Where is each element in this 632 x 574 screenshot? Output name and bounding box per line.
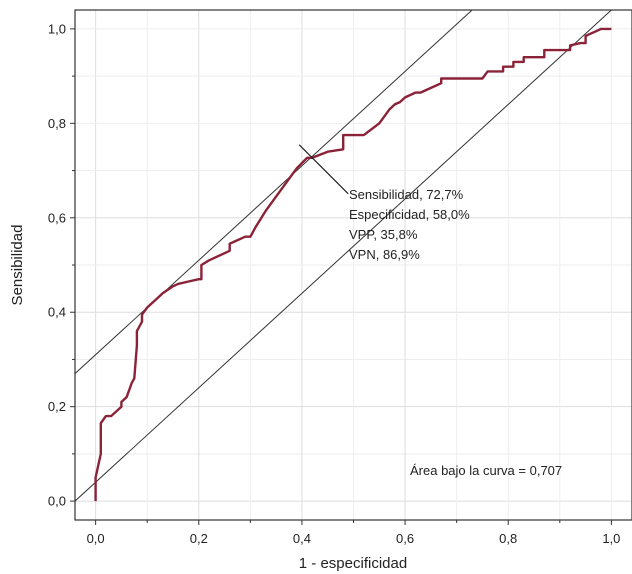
reference-line <box>75 10 613 502</box>
x-tick-label: 0,6 <box>396 531 414 546</box>
cutoff-sensitivity-label: Sensibilidad, 72,7% <box>349 187 464 202</box>
cutoff-marker-line <box>298 144 349 195</box>
roc-curve <box>94 27 612 502</box>
y-tick-label: 0,0 <box>48 494 66 509</box>
y-axis-title: Sensibilidad <box>9 225 26 306</box>
auc-label: Área bajo la curva = 0,707 <box>410 463 562 478</box>
x-tick-label: 0,4 <box>293 531 311 546</box>
cutoff-specificity-label: Especificidad, 58,0% <box>349 207 470 222</box>
cutoff-vpn-label: VPN, 86,9% <box>349 247 420 262</box>
y-tick-label: 1,0 <box>48 21 66 36</box>
y-tick-label: 0,8 <box>48 116 66 131</box>
reference-line <box>75 10 473 374</box>
series-group <box>94 27 612 502</box>
cutoff-vpp-label: VPP, 35,8% <box>349 227 418 242</box>
y-tick-label: 0,4 <box>48 305 66 320</box>
y-tick-label: 0,2 <box>48 399 66 414</box>
x-tick-label: 0,8 <box>499 531 517 546</box>
x-axis-title: 1 - especificidad <box>299 555 407 572</box>
y-tick-label: 0,6 <box>48 210 66 225</box>
reference-lines <box>75 10 613 502</box>
x-tick-label: 1,0 <box>602 531 620 546</box>
cutoff-marker-group <box>298 144 349 195</box>
y-axis-ticks: 0,0 0,2 0,4 0,6 0,8 1,0 <box>48 21 75 509</box>
x-tick-label: 0,0 <box>87 531 105 546</box>
x-tick-label: 0,2 <box>190 531 208 546</box>
x-axis-ticks: 0,0 0,2 0,4 0,6 0,8 1,0 <box>87 520 620 546</box>
cutoff-annotation: Sensibilidad, 72,7% Especificidad, 58,0%… <box>349 187 470 262</box>
